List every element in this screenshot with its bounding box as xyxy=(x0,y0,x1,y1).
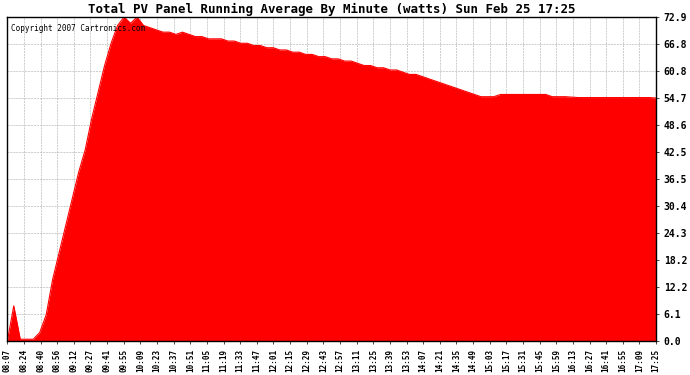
Title: Total PV Panel Running Average By Minute (watts) Sun Feb 25 17:25: Total PV Panel Running Average By Minute… xyxy=(88,3,575,16)
Text: Copyright 2007 Cartronics.com: Copyright 2007 Cartronics.com xyxy=(10,24,145,33)
